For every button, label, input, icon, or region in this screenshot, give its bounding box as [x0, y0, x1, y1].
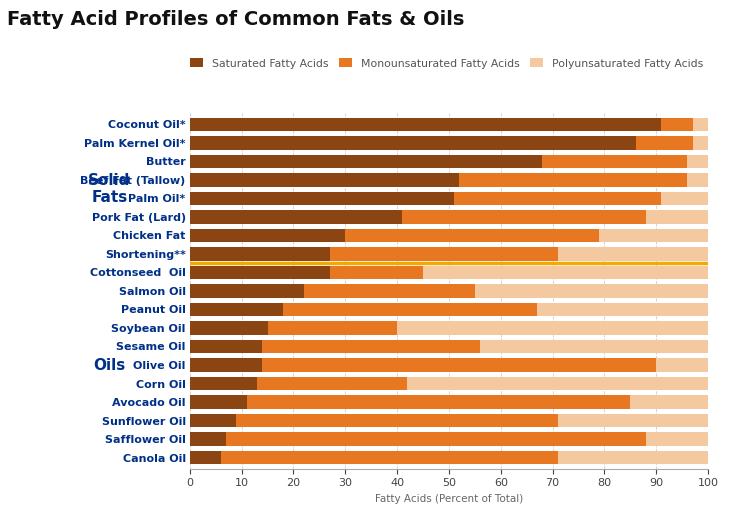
Bar: [283, 303, 537, 316]
Bar: [558, 414, 708, 427]
Bar: [190, 321, 268, 335]
Bar: [661, 192, 708, 205]
Bar: [262, 340, 480, 353]
Bar: [636, 136, 693, 149]
Bar: [542, 154, 688, 168]
Bar: [190, 433, 226, 445]
Bar: [190, 414, 237, 427]
Bar: [226, 433, 646, 445]
Bar: [330, 266, 423, 279]
Bar: [423, 266, 708, 279]
Bar: [558, 247, 708, 261]
Bar: [474, 284, 708, 298]
Bar: [190, 247, 330, 261]
Bar: [190, 396, 247, 409]
Bar: [693, 136, 708, 149]
Bar: [459, 173, 688, 186]
Bar: [558, 451, 708, 464]
Bar: [688, 154, 708, 168]
Bar: [190, 210, 402, 224]
Bar: [237, 414, 558, 427]
Bar: [190, 229, 345, 242]
Bar: [190, 358, 262, 372]
Bar: [693, 118, 708, 131]
Bar: [631, 396, 708, 409]
Bar: [221, 451, 558, 464]
Bar: [454, 192, 661, 205]
Bar: [190, 173, 459, 186]
Bar: [190, 154, 542, 168]
Bar: [190, 377, 257, 390]
Bar: [646, 210, 708, 224]
Bar: [330, 247, 558, 261]
Bar: [480, 340, 708, 353]
Bar: [345, 229, 599, 242]
Bar: [599, 229, 708, 242]
Bar: [268, 321, 397, 335]
Bar: [646, 433, 708, 445]
Bar: [190, 118, 661, 131]
Bar: [656, 358, 708, 372]
Text: Fatty Acid Profiles of Common Fats & Oils: Fatty Acid Profiles of Common Fats & Oil…: [7, 10, 465, 29]
Bar: [190, 340, 262, 353]
Bar: [190, 303, 283, 316]
Bar: [190, 136, 636, 149]
Bar: [402, 210, 646, 224]
Bar: [537, 303, 708, 316]
Bar: [397, 321, 708, 335]
Bar: [190, 451, 221, 464]
Bar: [407, 377, 708, 390]
Bar: [688, 173, 708, 186]
Bar: [257, 377, 407, 390]
Bar: [190, 266, 330, 279]
Legend: Saturated Fatty Acids, Monounsaturated Fatty Acids, Polyunsaturated Fatty Acids: Saturated Fatty Acids, Monounsaturated F…: [190, 58, 703, 68]
Bar: [247, 396, 631, 409]
Bar: [262, 358, 656, 372]
Text: Oils: Oils: [93, 357, 126, 372]
Bar: [190, 284, 304, 298]
X-axis label: Fatty Acids (Percent of Total): Fatty Acids (Percent of Total): [374, 494, 523, 504]
Bar: [304, 284, 474, 298]
Bar: [190, 192, 454, 205]
Bar: [661, 118, 693, 131]
Text: Solid
Fats: Solid Fats: [88, 173, 131, 205]
